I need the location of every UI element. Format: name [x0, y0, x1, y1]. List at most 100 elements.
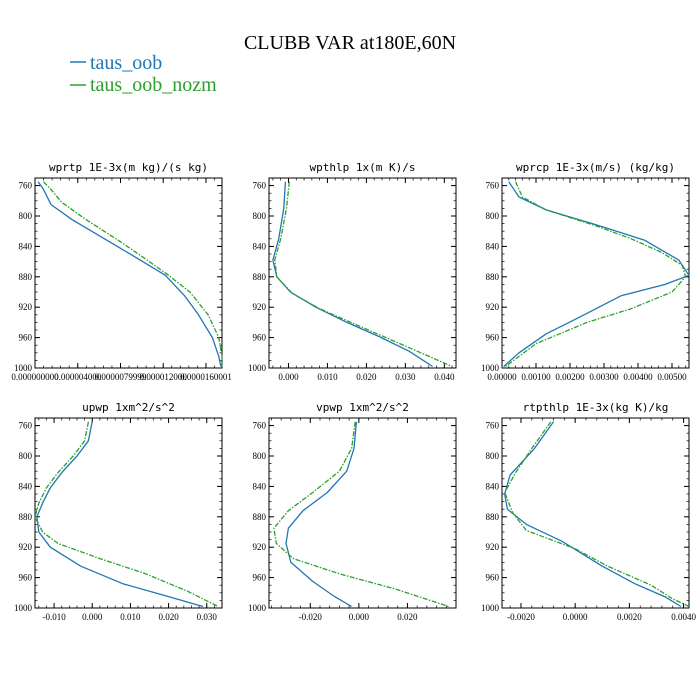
panel-title: rtpthlp 1E-3x(kg K)/kg — [523, 401, 669, 414]
y-tick-label: 880 — [253, 272, 267, 282]
plot-frame — [34, 417, 223, 609]
series-line-taus-oob-nozm — [274, 181, 453, 368]
x-tick-label: -0.020 — [299, 612, 323, 622]
x-tick-label: 0.00000 — [487, 372, 517, 382]
y-tick-label: 1000 — [14, 603, 33, 613]
y-tick-label: 920 — [486, 302, 500, 312]
panel-4: vpwp 1xm^2/s^2 760 800 840 880 920 960 1000 -0.0… — [248, 401, 457, 622]
series-line-taus-oob — [285, 421, 358, 608]
figure-title: CLUBB VAR at180E,60N — [244, 32, 456, 54]
y-tick-label: 960 — [19, 333, 33, 343]
x-tick-label: 0.010 — [120, 612, 141, 622]
x-tick-label: 0.0020 — [617, 612, 642, 622]
x-tick-label: 0.000 — [278, 372, 299, 382]
x-tick-label: 0.0000 — [563, 612, 588, 622]
y-tick-label: 760 — [19, 421, 33, 431]
y-tick-label: 1000 — [248, 603, 267, 613]
y-tick-label: 920 — [253, 542, 267, 552]
x-tick-label: 0.00300 — [589, 372, 619, 382]
x-tick-label: 0.000004000 — [54, 372, 102, 382]
series-line-taus-oob-nozm — [504, 421, 690, 608]
y-tick-label: 880 — [253, 512, 267, 522]
x-tick-label: 0.020 — [356, 372, 377, 382]
y-tick-label: 800 — [486, 211, 500, 221]
x-tick-label: 0.00500 — [657, 372, 687, 382]
x-tick-label: 0.020 — [158, 612, 179, 622]
x-tick-label: 0.000 — [82, 612, 103, 622]
y-tick-label: 760 — [253, 421, 267, 431]
series-line-taus-oob-nozm — [43, 181, 223, 367]
series-line-taus-oob — [36, 421, 204, 608]
panel-5: rtpthlp 1E-3x(kg K)/kg 760 800 840 880 920 960… — [481, 401, 696, 622]
y-tick-label: 920 — [19, 302, 33, 312]
series-line-taus-oob — [37, 181, 222, 367]
series-line-taus-oob — [503, 181, 690, 367]
y-tick-label: 1000 — [481, 603, 500, 613]
y-tick-label: 880 — [19, 512, 33, 522]
plot-frame — [34, 177, 223, 369]
x-tick-label: 0.0000160001 — [180, 372, 232, 382]
y-tick-label: 800 — [19, 451, 33, 461]
x-tick-label: 0.0000079999 — [95, 372, 147, 382]
x-tick-label: 0.020 — [397, 612, 418, 622]
y-tick-label: 960 — [486, 333, 500, 343]
y-tick-label: 1000 — [14, 363, 33, 373]
y-tick-label: 1000 — [248, 363, 267, 373]
series-line-taus-oob-nozm — [505, 181, 687, 368]
y-tick-label: 840 — [253, 241, 267, 251]
plot-frame — [501, 177, 690, 369]
x-tick-label: 0.00100 — [521, 372, 551, 382]
y-tick-label: 760 — [253, 181, 267, 191]
y-tick-label: 800 — [253, 451, 267, 461]
x-tick-label: 0.000012000 — [140, 372, 188, 382]
y-tick-label: 800 — [486, 451, 500, 461]
y-tick-label: 920 — [486, 542, 500, 552]
y-tick-label: 960 — [486, 573, 500, 583]
panel-1: wpthlp 1x(m K)/s 760 800 840 880 920 960 1000 0.… — [248, 161, 457, 382]
y-tick-label: 960 — [253, 573, 267, 583]
y-tick-label: 840 — [486, 241, 500, 251]
x-tick-label: 0.0040 — [671, 612, 696, 622]
panel-0: wprtp 1E-3x(m kg)/(s kg) 760 800 840 880 920 9… — [11, 161, 231, 382]
y-tick-label: 1000 — [481, 363, 500, 373]
y-tick-label: 960 — [19, 573, 33, 583]
panel-title: wpthlp 1x(m K)/s — [310, 161, 416, 174]
x-tick-label: 0.00400 — [623, 372, 653, 382]
y-tick-label: 840 — [19, 481, 33, 491]
x-tick-label: 0.030 — [395, 372, 416, 382]
x-tick-label: 0.040 — [434, 372, 455, 382]
panel-title: wprcp 1E-3x(m/s) (kg/kg) — [516, 161, 675, 174]
x-tick-label: 0.000 — [349, 612, 370, 622]
y-tick-label: 760 — [486, 421, 500, 431]
legend-label-taus-oob: taus_oob — [90, 52, 162, 74]
y-tick-label: 760 — [19, 181, 33, 191]
y-tick-label: 800 — [253, 211, 267, 221]
panel-title: wprtp 1E-3x(m kg)/(s kg) — [49, 161, 208, 174]
panels: wprtp 1E-3x(m kg)/(s kg) 760 800 840 880 920 9… — [11, 161, 696, 622]
y-tick-label: 920 — [253, 302, 267, 312]
y-tick-label: 840 — [486, 481, 500, 491]
legend-label-taus-oob-nozm: taus_oob_nozm — [90, 74, 217, 96]
panel-3: upwp 1xm^2/s^2 760 800 840 880 920 960 1000 -0.0… — [14, 401, 223, 622]
panel-2: wprcp 1E-3x(m/s) (kg/kg) 760 800 840 880 920 9… — [481, 161, 690, 382]
y-tick-label: 960 — [253, 333, 267, 343]
series-line-taus-oob — [504, 421, 682, 608]
y-tick-label: 760 — [486, 181, 500, 191]
series-line-taus-oob-nozm — [273, 421, 449, 608]
y-tick-label: 880 — [19, 272, 33, 282]
y-tick-label: 880 — [486, 512, 500, 522]
x-tick-label: 0.030 — [197, 612, 218, 622]
y-tick-label: 840 — [253, 481, 267, 491]
y-tick-label: 920 — [19, 542, 33, 552]
plot-frame — [268, 177, 457, 369]
plot-frame — [268, 417, 457, 609]
panel-title: upwp 1xm^2/s^2 — [82, 401, 175, 414]
x-tick-label: 0.000000000 — [11, 372, 59, 382]
y-tick-label: 840 — [19, 241, 33, 251]
panel-title: vpwp 1xm^2/s^2 — [316, 401, 409, 414]
series-line-taus-oob-nozm — [34, 421, 219, 608]
x-tick-label: -0.010 — [42, 612, 66, 622]
legend: taus_oob taus_oob_nozm — [70, 52, 217, 96]
